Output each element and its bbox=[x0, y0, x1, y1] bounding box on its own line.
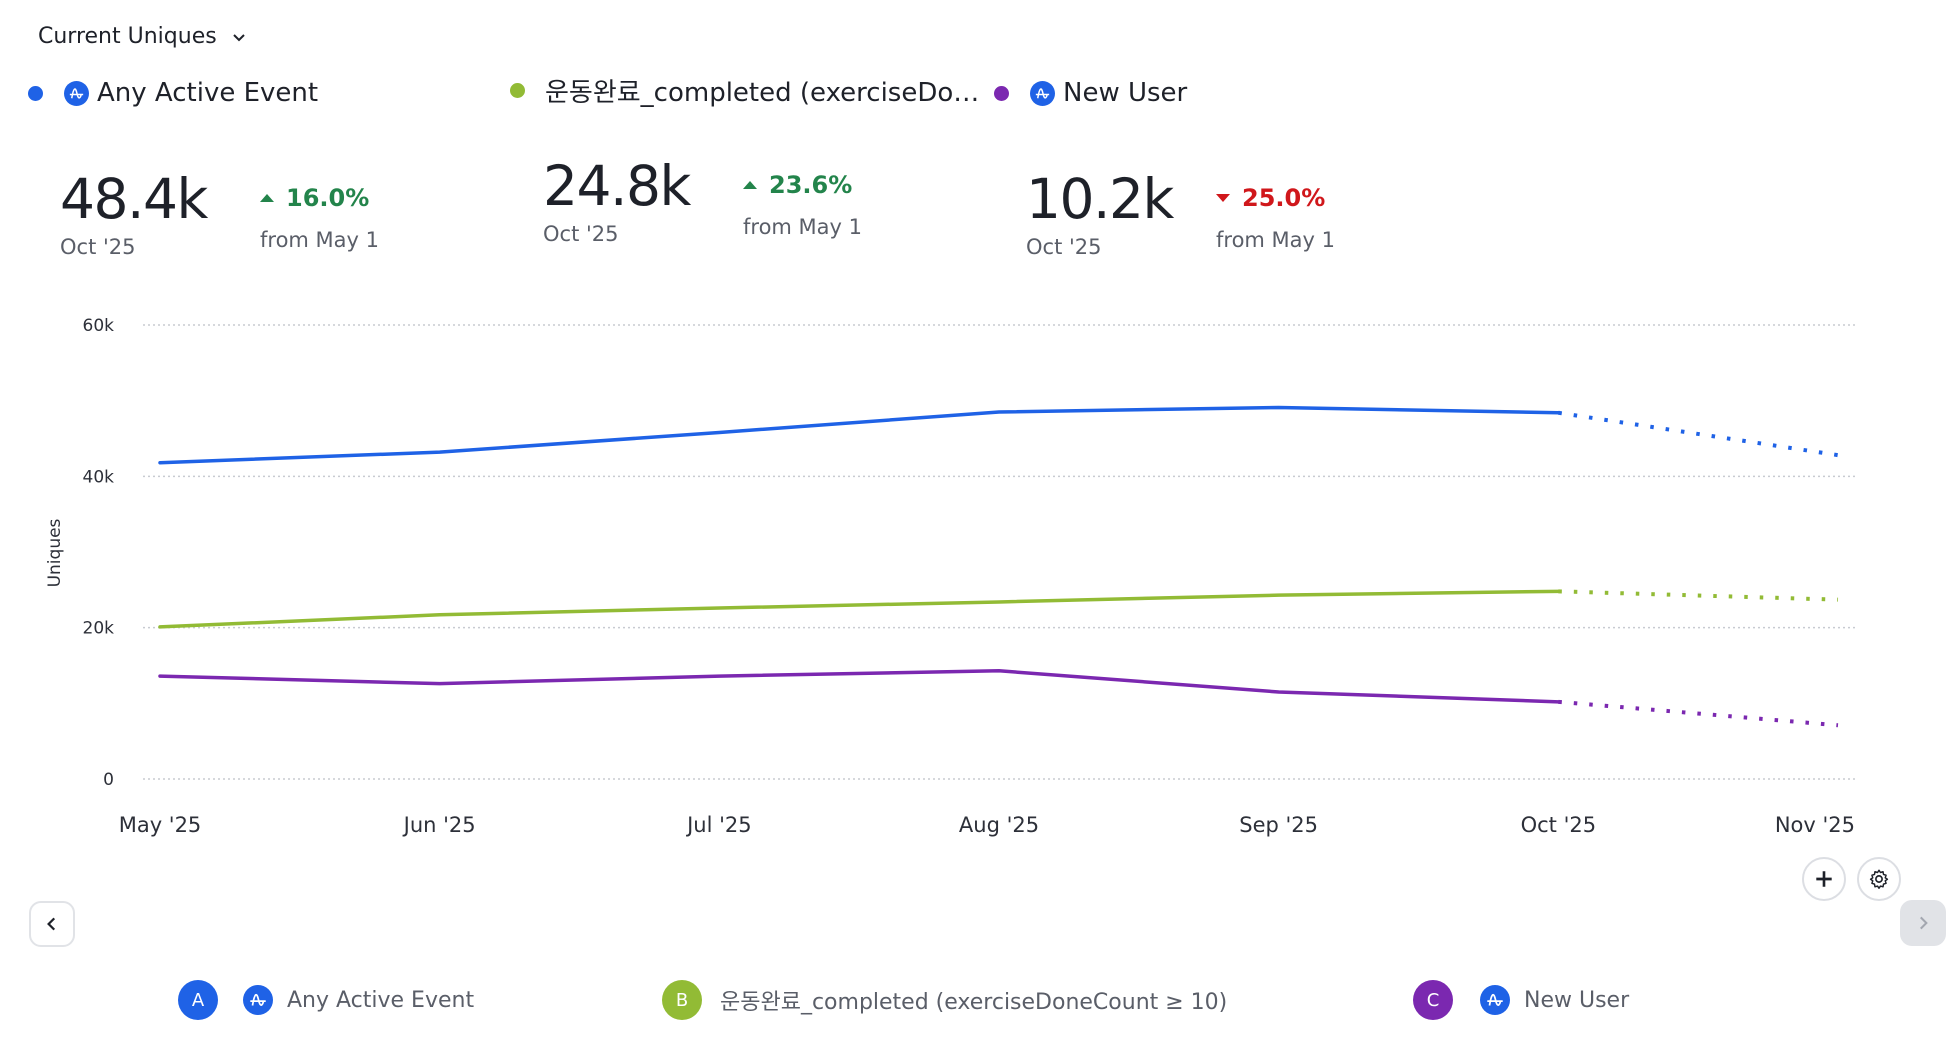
x-tick-label: Nov '25 bbox=[1775, 813, 1855, 837]
x-tick-label: Oct '25 bbox=[1521, 813, 1596, 837]
legend-item-new-user[interactable]: New User bbox=[994, 78, 1187, 108]
series-label: Any Active Event bbox=[287, 987, 475, 1013]
legend-label: Any Active Event bbox=[97, 78, 319, 108]
series-row-b[interactable]: B 운동완료_completed (exerciseDoneCount ≥ 10… bbox=[662, 980, 1227, 1020]
series-color-dot bbox=[28, 85, 43, 101]
series-color-dot bbox=[510, 83, 525, 98]
series-row-a[interactable]: A Any Active Event bbox=[178, 980, 474, 1020]
stat-from: from May 1 bbox=[743, 215, 862, 239]
chevron-right-icon bbox=[1920, 916, 1928, 930]
stat-change-any-active-event: 16.0% from May 1 bbox=[260, 184, 379, 252]
stat-change-new-user: 25.0% from May 1 bbox=[1216, 184, 1335, 252]
x-tick-label: Aug '25 bbox=[959, 813, 1039, 837]
y-tick-label: 20k bbox=[83, 619, 115, 639]
x-tick-label: Jun '25 bbox=[402, 813, 476, 837]
arrow-up-icon bbox=[743, 181, 757, 189]
stat-period: Oct '25 bbox=[60, 235, 136, 259]
legend-item-any-active-event[interactable]: Any Active Event bbox=[28, 78, 318, 108]
series-line-incomplete[interactable] bbox=[1558, 589, 1839, 602]
stat-card-new-user: 10.2k Oct '25 bbox=[1026, 167, 1174, 260]
series-1 bbox=[158, 405, 1839, 465]
amplitude-icon bbox=[243, 985, 273, 1015]
amplitude-icon bbox=[1480, 985, 1510, 1015]
series-line[interactable] bbox=[158, 669, 1561, 704]
series-badge: B bbox=[662, 980, 702, 1020]
previous-button[interactable] bbox=[29, 901, 75, 947]
stat-change-value: 25.0% bbox=[1242, 184, 1326, 212]
arrow-up-icon bbox=[260, 194, 274, 202]
add-button[interactable] bbox=[1802, 857, 1846, 901]
chevron-down-icon bbox=[232, 33, 245, 41]
y-tick-label: 60k bbox=[83, 316, 115, 336]
metric-dropdown[interactable]: Current Uniques bbox=[38, 24, 247, 49]
series-2 bbox=[158, 589, 1839, 629]
stat-value: 24.8k bbox=[543, 154, 691, 218]
y-tick-label: 0 bbox=[103, 770, 114, 790]
stat-change-exercise-completed: 23.6% from May 1 bbox=[743, 171, 862, 239]
x-tick-label: Sep '25 bbox=[1239, 813, 1318, 837]
legend-label: 운동완료_completed (exerciseDo… bbox=[545, 78, 980, 108]
x-axis-ticks: May '25 Jun '25 Jul '25 Aug '25 Sep '25 Oct '… bbox=[119, 813, 1855, 837]
stat-card-exercise-completed: 24.8k Oct '25 bbox=[543, 154, 691, 247]
series-label: 운동완료_completed (exerciseDoneCount ≥ 10) bbox=[720, 990, 1228, 1015]
stat-change: 23.6% bbox=[743, 171, 862, 199]
stat-change-value: 23.6% bbox=[769, 171, 853, 199]
series-badge: A bbox=[178, 980, 218, 1020]
gridlines bbox=[143, 324, 1855, 780]
y-tick-label: 40k bbox=[83, 467, 115, 487]
stat-period: Oct '25 bbox=[1026, 235, 1102, 259]
plus-icon bbox=[1816, 871, 1832, 887]
x-tick-label: May '25 bbox=[119, 813, 202, 837]
series-3 bbox=[158, 669, 1839, 728]
amplitude-icon bbox=[1030, 80, 1055, 106]
next-button[interactable] bbox=[1900, 900, 1946, 946]
series-row-c[interactable]: C New User bbox=[1413, 980, 1629, 1020]
gear-icon bbox=[1869, 869, 1889, 889]
series-lines bbox=[158, 405, 1839, 728]
metric-dropdown-label: Current Uniques bbox=[38, 24, 217, 49]
series-line-incomplete[interactable] bbox=[1558, 410, 1839, 458]
y-axis-title: Uniques bbox=[45, 518, 65, 587]
settings-button[interactable] bbox=[1857, 857, 1901, 901]
stat-change-value: 16.0% bbox=[286, 184, 370, 212]
series-label: New User bbox=[1524, 987, 1630, 1013]
x-tick-label: Jul '25 bbox=[685, 813, 752, 837]
series-badge: C bbox=[1413, 980, 1453, 1020]
chevron-left-icon bbox=[47, 917, 56, 931]
stat-value: 48.4k bbox=[60, 167, 208, 231]
stat-period: Oct '25 bbox=[543, 222, 619, 246]
stat-from: from May 1 bbox=[1216, 228, 1335, 252]
legend-item-exercise-completed[interactable]: 운동완료_completed (exerciseDo… bbox=[510, 72, 979, 109]
legend-label: New User bbox=[1063, 78, 1188, 108]
series-color-dot bbox=[994, 85, 1009, 101]
amplitude-icon bbox=[64, 80, 89, 106]
stat-card-any-active-event: 48.4k Oct '25 bbox=[60, 167, 208, 260]
arrow-down-icon bbox=[1216, 194, 1230, 202]
series-line[interactable] bbox=[158, 405, 1561, 465]
stat-value: 10.2k bbox=[1026, 167, 1174, 231]
series-line-incomplete[interactable] bbox=[1558, 699, 1839, 728]
stat-change: 16.0% bbox=[260, 184, 379, 212]
stat-change: 25.0% bbox=[1216, 184, 1335, 212]
stat-from: from May 1 bbox=[260, 228, 379, 252]
series-line[interactable] bbox=[158, 589, 1561, 629]
y-axis-ticks: 0 20k 40k 60k bbox=[83, 316, 115, 790]
